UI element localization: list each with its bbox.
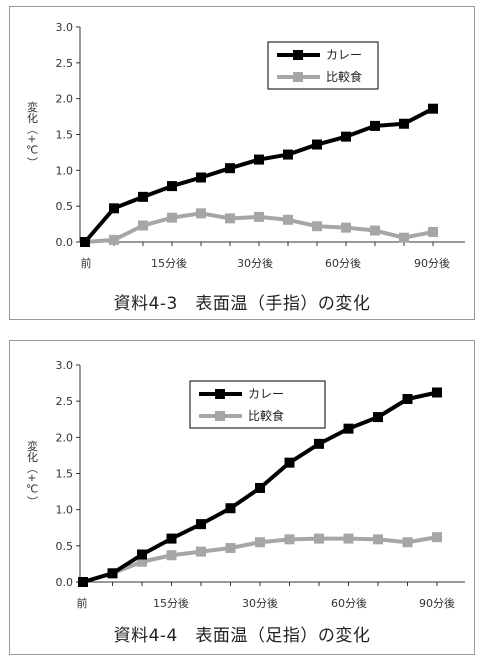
y-tick-label: 0.5 <box>56 540 74 553</box>
data-point-marker <box>370 120 380 131</box>
data-point-marker <box>312 221 322 232</box>
data-point-marker <box>137 556 147 567</box>
data-point-marker <box>167 181 177 192</box>
data-point-marker <box>107 568 118 579</box>
y-tick-label: 3.0 <box>56 359 74 372</box>
x-tick-label: 90分後 <box>419 596 455 610</box>
data-point-marker <box>402 393 413 404</box>
data-point-marker <box>428 226 438 237</box>
data-point-marker <box>196 172 206 183</box>
data-point-marker <box>255 482 265 493</box>
data-point-marker <box>254 154 264 165</box>
data-point-marker <box>196 546 206 557</box>
data-point-marker <box>341 222 351 233</box>
y-tick-label: 1.5 <box>56 468 74 481</box>
y-tick-label: 3.0 <box>56 21 74 34</box>
hand-temperature-chart: 0.0 0.5 1.0 1.5 2.0 2.5 3.0 前 15分後 30分後 60分後 90分後 変化… <box>26 21 465 270</box>
y-tick-label: 1.0 <box>56 504 74 517</box>
data-point-marker <box>341 131 351 142</box>
data-point-marker <box>399 118 409 129</box>
y-tick-label: 1.5 <box>56 129 74 142</box>
data-point-marker <box>225 543 236 554</box>
data-point-marker <box>283 214 293 225</box>
data-point-marker <box>370 225 380 236</box>
chart-panel-foot: 0.0 0.5 1.0 1.5 2.0 2.5 3.0 前 15分後 30分後 60分後 90分後 変化… <box>9 340 475 655</box>
x-tick-label: 前 <box>81 256 92 270</box>
chart-panel-hand: 0.0 0.5 1.0 1.5 2.0 2.5 3.0 前 15分後 30分後 60分後 90分後 変化… <box>9 6 475 320</box>
legend-label: 比較食 <box>326 69 362 84</box>
y-tick-label: 2.5 <box>56 395 74 408</box>
data-point-marker <box>312 139 322 150</box>
data-point-marker <box>432 387 442 398</box>
legend-box <box>267 41 379 90</box>
x-tick-label: 90分後 <box>414 256 450 270</box>
series-line <box>83 106 434 244</box>
data-point-marker <box>167 212 177 223</box>
y-axis-label: 変化（+℃） <box>26 439 39 507</box>
y-tick-label: 0.0 <box>56 576 74 589</box>
legend-label: 比較食 <box>248 408 284 423</box>
data-point-marker <box>78 577 88 587</box>
x-tick-label: 30分後 <box>237 256 273 270</box>
y-tick-label: 2.0 <box>56 431 74 444</box>
legend-marker <box>215 389 225 399</box>
data-point-marker <box>284 534 295 545</box>
data-point-marker <box>166 550 177 561</box>
data-point-marker <box>373 534 383 545</box>
data-point-marker <box>138 220 148 231</box>
y-tick-label: 2.0 <box>56 93 74 106</box>
legend-label: カレー <box>248 387 284 401</box>
data-point-marker <box>166 533 177 544</box>
data-point-marker <box>314 438 324 449</box>
data-point-marker <box>343 423 354 434</box>
y-tick-label: 0.5 <box>56 200 74 213</box>
y-axis-label: 変化（+℃） <box>26 100 39 168</box>
chart-caption: 資料4-4 表面温（足指）の変化 <box>113 626 371 646</box>
data-point-marker <box>428 103 438 114</box>
data-point-marker <box>225 213 235 224</box>
x-tick-label: 60分後 <box>325 256 361 270</box>
data-point-marker <box>343 533 354 544</box>
x-tick-label: 前 <box>77 596 88 610</box>
data-point-marker <box>284 457 295 468</box>
data-point-marker <box>225 503 236 514</box>
y-tick-label: 1.0 <box>56 164 74 177</box>
data-point-marker <box>196 208 206 219</box>
x-tick-label: 15分後 <box>153 596 189 610</box>
chart-caption: 資料4-3 表面温（手指）の変化 <box>113 294 371 314</box>
y-tick-label: 2.5 <box>56 57 74 70</box>
data-point-marker <box>373 412 383 423</box>
data-point-marker <box>196 519 206 530</box>
y-tick-label: 0.0 <box>56 236 74 249</box>
data-point-marker <box>283 149 293 160</box>
data-point-marker <box>137 549 147 560</box>
data-point-marker <box>255 537 265 548</box>
data-point-marker <box>138 191 148 202</box>
legend-marker <box>293 50 303 60</box>
foot-temperature-chart: 0.0 0.5 1.0 1.5 2.0 2.5 3.0 前 15分後 30分後 60分後 90分後 変化… <box>26 359 465 610</box>
x-tick-label: 15分後 <box>151 256 187 270</box>
legend-marker <box>215 411 225 421</box>
x-tick-label: 30分後 <box>242 596 278 610</box>
legend-marker <box>293 72 303 82</box>
data-point-marker <box>314 533 324 544</box>
legend-box <box>189 380 326 429</box>
legend-label: カレー <box>326 48 362 62</box>
data-point-marker <box>254 211 264 222</box>
x-tick-label: 60分後 <box>331 596 367 610</box>
data-point-marker <box>399 232 409 243</box>
data-point-marker <box>402 537 413 548</box>
data-point-marker <box>109 234 119 245</box>
data-point-marker <box>80 237 90 247</box>
data-point-marker <box>109 203 119 214</box>
data-point-marker <box>225 163 235 174</box>
data-point-marker <box>432 532 442 543</box>
